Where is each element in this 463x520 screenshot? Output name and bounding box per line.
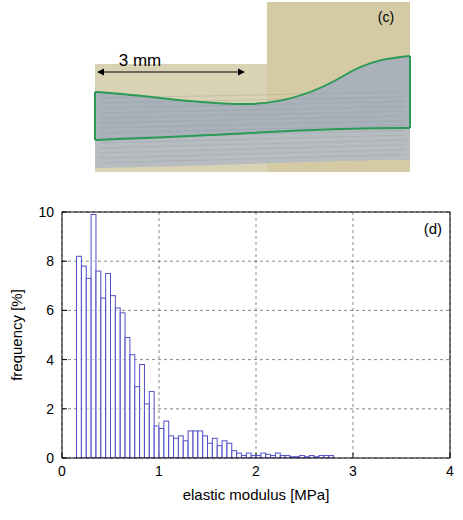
tick-label-x: 3 [349, 463, 357, 479]
grid-x [159, 212, 160, 458]
tick-label-x: 1 [155, 463, 163, 479]
photo-panel: 3 mm (c) [95, 2, 410, 172]
grid-x [256, 212, 257, 458]
x-axis-title: elastic modulus [MPa] [183, 486, 330, 503]
hist-bar [159, 428, 164, 458]
tick-label-y: 6 [46, 302, 54, 318]
texture [100, 154, 405, 163]
tick-label-y: 10 [38, 204, 54, 220]
hist-bar [144, 404, 149, 458]
hist-bar [91, 214, 96, 458]
texture [100, 135, 405, 143]
tick-label-y: 4 [46, 352, 54, 368]
hist-bar [246, 453, 251, 458]
hist-bar [96, 271, 101, 458]
hist-bar [217, 446, 222, 458]
grid-x [353, 212, 354, 458]
hist-bar [237, 453, 242, 458]
y-axis-title: frequency [%] [8, 289, 25, 381]
scale-bar [99, 71, 243, 72]
hist-bar [149, 392, 154, 458]
hist-bar [135, 387, 140, 458]
hist-bar [115, 308, 120, 458]
tick-y [62, 261, 67, 262]
hist-bar [174, 438, 179, 458]
texture [100, 140, 405, 148]
hist-bar [203, 436, 208, 458]
hist-bar [106, 274, 111, 459]
hist-bar [208, 443, 213, 458]
hist-bar [120, 313, 125, 458]
grid-y [62, 261, 450, 262]
hist-bar [275, 453, 280, 458]
bars [77, 214, 334, 458]
hist-bar [111, 296, 116, 458]
grid [62, 212, 450, 458]
boundary-left [94, 92, 96, 140]
scale-label: 3 mm [119, 51, 162, 70]
chart-title: (d) [424, 220, 442, 237]
tick-label-y: 0 [46, 450, 54, 466]
tissue-lower [95, 128, 410, 168]
hist-bar [212, 438, 217, 458]
hist-bar [178, 436, 183, 458]
hist-bar [86, 278, 91, 458]
hist-bar [198, 431, 203, 458]
hist-bar [164, 421, 169, 458]
hist-bar [130, 355, 135, 458]
tick-y [62, 408, 67, 409]
hist-bar [261, 453, 266, 458]
boundary-bottom [95, 128, 410, 140]
tick-label-x: 4 [446, 463, 454, 479]
hist-bar [227, 443, 232, 458]
hist-bar [81, 266, 86, 458]
plot-bg [62, 212, 450, 458]
plot-frame [62, 212, 450, 458]
texture [100, 150, 405, 158]
boundary-right [409, 56, 411, 128]
tick-label-x: 0 [58, 463, 66, 479]
hist-bar [77, 256, 82, 458]
tick-y [62, 310, 67, 311]
tick-label-y: 2 [46, 401, 54, 417]
tick-x [353, 453, 354, 458]
hist-bar [193, 431, 198, 458]
hist-bar [222, 441, 227, 458]
hist-bar [101, 298, 106, 458]
tick-y [62, 359, 67, 360]
hist-bar [125, 337, 130, 458]
hist-bar [188, 431, 193, 458]
panel-label: (c) [378, 9, 394, 25]
hist-bar [140, 365, 145, 458]
hist-bar [266, 454, 271, 458]
hist-bar [154, 426, 159, 458]
hist-bar [232, 451, 237, 458]
tick-label-y: 8 [46, 253, 54, 269]
tick-label-x: 2 [252, 463, 260, 479]
hist-bar [169, 436, 174, 458]
texture [100, 145, 405, 153]
texture [100, 130, 405, 138]
hist-bar [183, 441, 188, 458]
texture [100, 97, 405, 103]
